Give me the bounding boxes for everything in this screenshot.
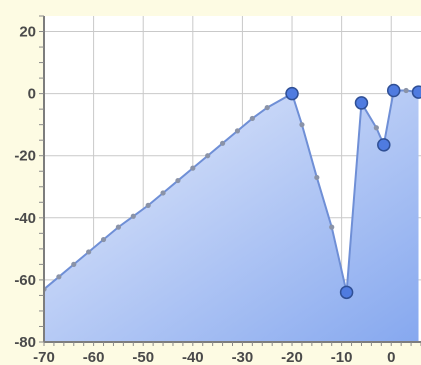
data-point-dot <box>234 128 241 134</box>
y-tick-label: 20 <box>19 24 36 41</box>
data-point-marker[interactable] <box>386 83 401 98</box>
data-point-dot <box>190 165 196 171</box>
data-point-dot <box>100 236 107 243</box>
x-tick-label: -50 <box>132 349 154 365</box>
data-point-dot <box>130 213 136 219</box>
data-point-dot <box>160 190 166 196</box>
x-tick-label: 0 <box>387 349 395 365</box>
data-point-dot <box>175 177 181 184</box>
y-tick-label: -60 <box>14 272 36 289</box>
y-tick-label: 0 <box>28 86 36 103</box>
x-tick-label: -40 <box>182 349 204 365</box>
data-point-dot <box>373 125 379 131</box>
data-point-marker[interactable] <box>285 86 299 101</box>
data-point-marker[interactable] <box>411 85 421 99</box>
series-area-fill <box>44 90 419 342</box>
series-layer <box>44 83 421 342</box>
y-tick-label: -20 <box>14 148 36 165</box>
x-axis-tick-labels: -70 -60 -50 -40 -30 -20 -10 0 <box>33 349 395 365</box>
data-point-marker[interactable] <box>354 96 369 110</box>
data-point-marker[interactable] <box>377 138 391 152</box>
data-point-dot <box>329 224 335 230</box>
data-point-dot <box>299 122 305 128</box>
data-point-dot <box>264 104 270 111</box>
data-point-dot <box>314 174 320 181</box>
data-point-dot <box>86 249 92 255</box>
y-tick-label: -40 <box>14 210 36 227</box>
data-point-dot <box>403 87 409 94</box>
data-point-dot <box>219 140 226 146</box>
data-point-dot <box>115 224 122 230</box>
data-point-dot <box>71 261 77 267</box>
y-tick-label: -80 <box>14 334 36 351</box>
y-axis-tick-labels: -80 -60 -40 -20 0 20 <box>14 24 36 351</box>
x-tick-label: -70 <box>33 349 55 365</box>
data-point-dot <box>205 153 211 159</box>
axes <box>39 15 421 346</box>
data-point-dot <box>56 274 62 280</box>
x-tick-label: -20 <box>281 349 303 365</box>
data-point-dot <box>249 115 255 122</box>
x-tick-label: -60 <box>83 349 105 365</box>
x-tick-label: -30 <box>232 349 254 365</box>
data-point-dot <box>145 202 151 208</box>
x-tick-label: -10 <box>331 349 353 365</box>
data-point-marker[interactable] <box>339 285 354 300</box>
